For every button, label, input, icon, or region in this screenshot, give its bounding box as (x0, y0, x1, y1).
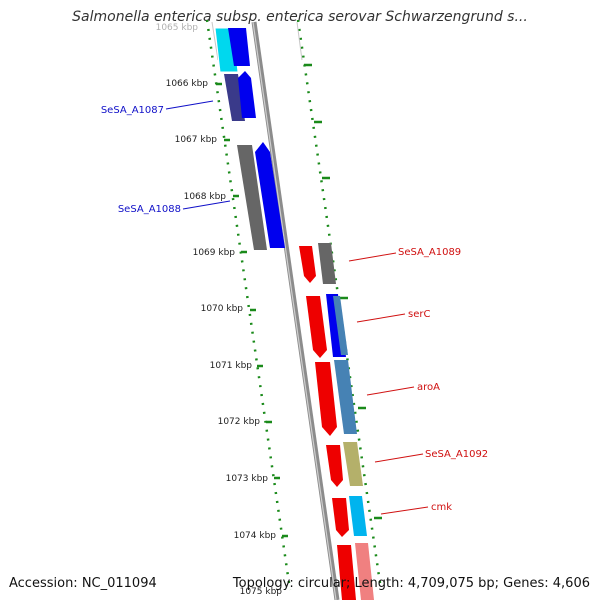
gene-feature (255, 142, 285, 248)
gene-label[interactable]: SeSA_A1088 (118, 204, 181, 215)
gene-feature (337, 545, 356, 600)
leader-line (348, 252, 397, 262)
ruler-label: 1067 kbp (175, 135, 218, 145)
gene-feature (343, 442, 363, 486)
ruler-labels: 1065 kbp 1066 kbp 1067 kbp 1068 kbp 1069… (156, 23, 283, 597)
gene-label[interactable]: SeSA_A1087 (101, 105, 164, 116)
gene-feature (315, 362, 337, 436)
ruler-label: 1066 kbp (166, 79, 209, 89)
gene-label[interactable]: SeSA_A1092 (425, 449, 488, 460)
leader-line (374, 453, 424, 463)
map-title: Salmonella enterica subsp. enterica sero… (72, 9, 528, 25)
gene-label[interactable]: SeSA_A1089 (398, 247, 461, 258)
backbone (251, 21, 340, 600)
ruler-label: 1065 kbp (156, 23, 199, 33)
gene-feature (318, 243, 336, 284)
gene-feature (349, 496, 367, 536)
gene-feature (355, 543, 374, 600)
ruler-label: 1069 kbp (193, 248, 236, 258)
gene-feature (334, 360, 357, 434)
ruler-dots-outer (205, 19, 292, 591)
gene-feature (333, 296, 348, 355)
gene-label[interactable]: serC (408, 309, 430, 320)
ruler-label: 1072 kbp (218, 417, 261, 427)
gene-label[interactable]: aroA (417, 382, 440, 393)
gene-feature (299, 246, 316, 283)
gene-labels: SeSA_A1087 SeSA_A1088 SeSA_A1089 serC ar… (101, 105, 488, 513)
leader-line (356, 313, 406, 323)
ruler-label: 1075 kbp (240, 587, 283, 597)
gene-feature (306, 296, 327, 358)
leader-line (182, 200, 231, 210)
gene-feature (238, 71, 256, 118)
gene-feature (237, 145, 267, 250)
ruler-label: 1070 kbp (201, 304, 244, 314)
gene-label[interactable]: cmk (431, 502, 452, 513)
label-leaders (165, 100, 429, 515)
inner-genes (299, 243, 374, 600)
ruler-label: 1073 kbp (226, 474, 269, 484)
outer-genes (214, 27, 285, 250)
leader-line (366, 386, 415, 396)
accession-text: Accession: NC_011094 (9, 576, 157, 591)
topology-text: Topology: circular; Length: 4,709,075 bp… (232, 576, 590, 591)
gene-feature (332, 498, 349, 537)
ruler-label: 1071 kbp (210, 361, 253, 371)
ring-edge-inner (296, 21, 303, 61)
ring-edge-outer (211, 21, 219, 61)
leader-line (165, 100, 214, 110)
leader-line (380, 506, 429, 515)
backbone-highlight (252, 21, 337, 600)
ruler-label: 1074 kbp (234, 531, 277, 541)
gene-feature (326, 445, 343, 487)
gene-feature (228, 28, 250, 66)
ruler-ticks (216, 63, 382, 538)
ruler-label: 1068 kbp (184, 192, 227, 202)
